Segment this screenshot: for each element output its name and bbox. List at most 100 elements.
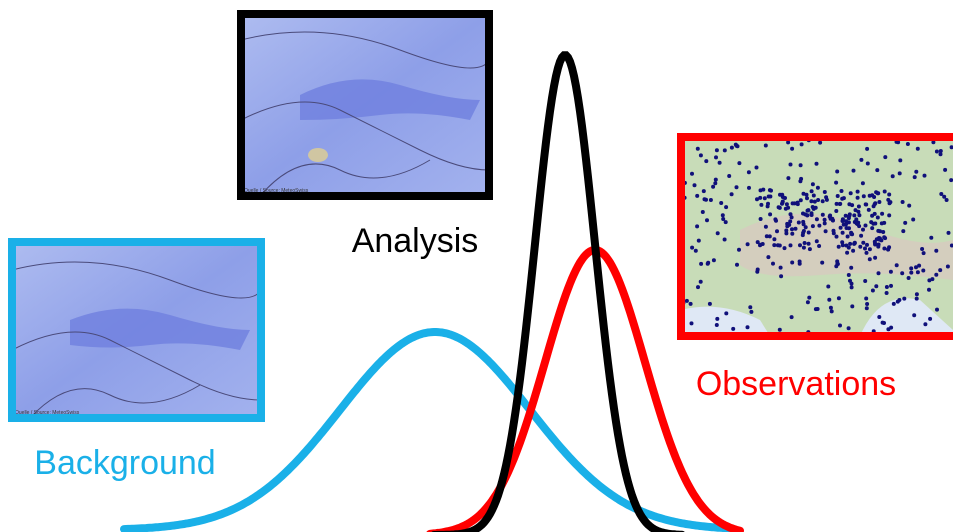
station-dot: [879, 238, 883, 242]
station-dot: [816, 198, 820, 202]
station-dot: [870, 193, 874, 197]
station-dot: [711, 185, 715, 189]
station-dot: [857, 213, 861, 217]
station-dot: [912, 313, 916, 317]
station-dot: [807, 296, 811, 300]
station-dot: [943, 168, 947, 172]
station-dot: [841, 231, 845, 235]
station-dot: [712, 258, 716, 262]
station-dot: [708, 302, 712, 306]
station-dot: [885, 291, 889, 295]
station-dot: [856, 190, 860, 194]
station-dot: [797, 221, 801, 225]
station-dot: [882, 235, 886, 239]
station-dot: [786, 176, 790, 180]
station-dot: [849, 191, 853, 195]
station-dot: [882, 247, 886, 251]
station-dot: [868, 247, 872, 251]
station-dot: [798, 243, 802, 247]
station-dot: [768, 234, 772, 238]
station-dot: [934, 273, 938, 277]
station-dot: [877, 200, 881, 204]
station-dot: [920, 247, 924, 251]
station-dot: [809, 199, 813, 203]
station-dot: [806, 300, 810, 304]
station-dot: [922, 251, 926, 255]
station-dot: [736, 144, 740, 148]
observations-map: [681, 137, 953, 337]
station-dot: [789, 163, 793, 167]
station-dot: [772, 243, 776, 247]
station-dot: [877, 315, 881, 319]
background-label: Background: [34, 444, 215, 482]
station-dot: [849, 266, 853, 270]
station-dot: [689, 302, 693, 306]
station-dot: [755, 197, 759, 201]
station-dot: [748, 305, 752, 309]
station-dot: [789, 243, 793, 247]
station-dot: [715, 323, 719, 327]
station-dot: [721, 213, 725, 217]
station-dot: [718, 161, 722, 165]
station-dot: [876, 191, 880, 195]
station-dot: [861, 181, 865, 185]
station-dot: [841, 217, 845, 221]
station-dot: [864, 202, 868, 206]
station-dot: [783, 246, 787, 250]
station-dot: [815, 239, 819, 243]
station-dot: [724, 311, 728, 315]
station-dot: [935, 150, 939, 154]
station-dot: [839, 226, 843, 230]
station-dot: [735, 263, 739, 267]
station-dot: [824, 195, 828, 199]
station-dot: [823, 218, 827, 222]
station-dot: [907, 204, 911, 208]
station-dot: [871, 289, 875, 293]
station-dot: [796, 202, 800, 206]
station-dot: [806, 209, 810, 213]
station-dot: [801, 231, 805, 235]
station-dot: [901, 229, 905, 233]
station-dot: [834, 181, 838, 185]
station-dot: [690, 172, 694, 176]
station-dot: [923, 174, 927, 178]
station-dot: [803, 241, 807, 245]
station-dot: [889, 284, 893, 288]
station-dot: [863, 247, 867, 251]
background-map: Quelle / Source: MeteoSwiss: [12, 242, 261, 418]
station-dot: [853, 241, 857, 245]
station-dot: [907, 276, 911, 280]
station-dot: [902, 297, 906, 301]
station-dot: [840, 240, 844, 244]
station-dot: [844, 214, 848, 218]
station-dot: [778, 244, 782, 248]
station-dot: [865, 243, 869, 247]
page: {"labels": {"analysis": "Analysis", "obs…: [0, 0, 953, 532]
station-dot: [694, 249, 698, 253]
station-dot: [766, 202, 770, 206]
station-dot: [715, 148, 719, 152]
station-dot: [814, 307, 818, 311]
station-dot: [704, 159, 708, 163]
station-dot: [838, 324, 842, 328]
station-dot: [855, 221, 859, 225]
station-dot: [699, 262, 703, 266]
station-dot: [852, 213, 856, 217]
station-dot: [779, 266, 783, 270]
analysis-label: Analysis: [352, 222, 479, 260]
station-dot: [935, 308, 939, 312]
station-dot: [903, 221, 907, 225]
station-dot: [812, 207, 816, 211]
station-dot: [864, 297, 868, 301]
station-dot: [837, 245, 841, 249]
station-dot: [864, 224, 868, 228]
station-dot: [766, 255, 770, 259]
station-dot: [790, 227, 794, 231]
station-dot: [849, 232, 853, 236]
station-dot: [811, 182, 815, 186]
station-dot: [771, 262, 775, 266]
station-dot: [724, 220, 728, 224]
station-dot: [808, 247, 812, 251]
station-dot: [719, 201, 723, 205]
station-dot: [856, 210, 860, 214]
